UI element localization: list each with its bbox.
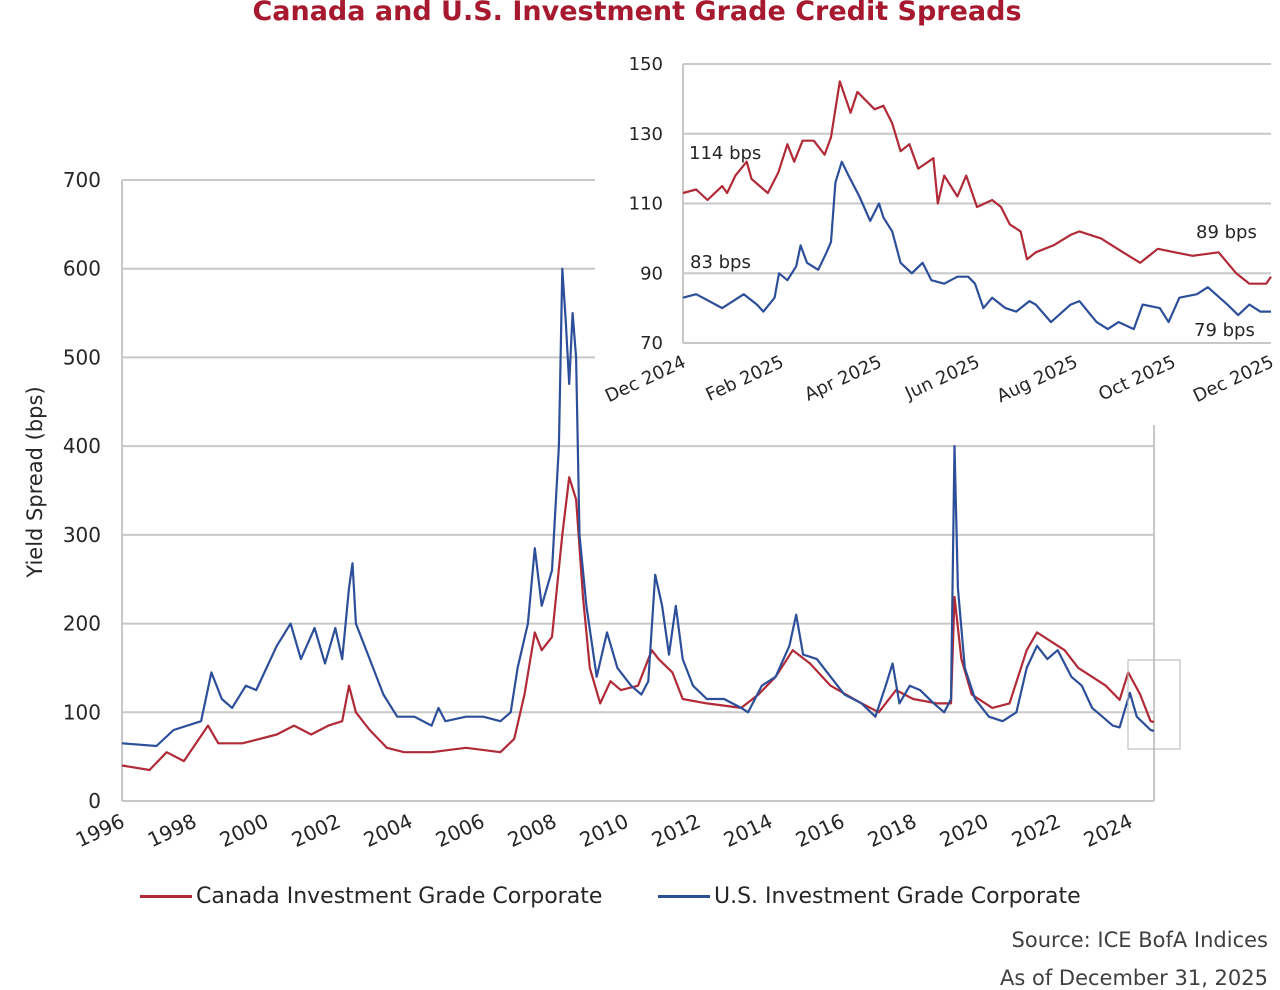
x-tick-label: 2002 <box>288 809 344 852</box>
x-tick-label: 2004 <box>360 809 416 852</box>
main-series-line-canada <box>121 476 1155 772</box>
inset-plot-lines <box>682 80 1272 331</box>
y-tick-label: 0 <box>88 789 101 813</box>
inset-y-tick-label: 90 <box>640 263 663 284</box>
inset-y-tick-label: 70 <box>640 333 663 354</box>
source-note: Source: ICE BofA Indices <box>1011 928 1268 952</box>
inset-y-tick-label: 150 <box>629 54 663 75</box>
x-tick-label: 1998 <box>144 809 200 852</box>
legend-label-us: U.S. Investment Grade Corporate <box>714 884 1081 909</box>
inset-gridlines <box>682 63 1271 344</box>
y-tick-label: 700 <box>63 168 101 192</box>
x-tick-label: 2012 <box>648 809 704 852</box>
x-tick-label: 1996 <box>72 809 128 852</box>
main-series-line-us <box>121 267 1155 748</box>
inset-background <box>597 40 1280 424</box>
x-tick-label: 2016 <box>792 809 848 852</box>
inset-highlight-box <box>1127 659 1181 750</box>
inset-series-line-canada <box>682 80 1272 285</box>
y-tick-label: 200 <box>63 612 101 636</box>
as-of-date: As of December 31, 2025 <box>1000 966 1268 990</box>
annotation-canada-start: 114 bps <box>689 143 761 164</box>
annotation-us-start: 83 bps <box>690 252 751 273</box>
annotation-canada-end: 89 bps <box>1196 222 1257 243</box>
chart-title: Canada and U.S. Investment Grade Credit … <box>252 0 1022 27</box>
main-plot-lines <box>121 267 1155 772</box>
x-tick-label: 2024 <box>1080 809 1136 852</box>
y-tick-label: 600 <box>63 257 101 281</box>
annotation-us-end: 79 bps <box>1194 320 1255 341</box>
y-tick-label: 300 <box>63 523 101 547</box>
main-gridlines <box>121 179 1155 802</box>
x-tick-label: 2000 <box>216 809 272 852</box>
x-tick-label: 2006 <box>432 809 488 852</box>
x-tick-label: 2020 <box>936 809 992 852</box>
y-tick-label: 500 <box>63 345 101 369</box>
inset-y-tick-label: 110 <box>629 194 663 215</box>
inset-y-tick-label: 130 <box>629 124 663 145</box>
inset-series-line-us <box>682 160 1271 331</box>
x-tick-label: 2008 <box>504 809 560 852</box>
legend-item-us: U.S. Investment Grade Corporate <box>658 884 1081 909</box>
y-tick-label: 100 <box>63 700 101 724</box>
legend-swatch-us <box>658 895 710 898</box>
legend-swatch-canada <box>140 895 192 898</box>
x-tick-label: 2010 <box>576 809 632 852</box>
y-axis-label: Yield Spread (bps) <box>23 386 47 578</box>
x-tick-label: 2018 <box>864 809 920 852</box>
y-tick-label: 400 <box>63 434 101 458</box>
x-tick-label: 2014 <box>720 809 776 852</box>
legend-label-canada: Canada Investment Grade Corporate <box>196 884 603 909</box>
legend-item-canada: Canada Investment Grade Corporate <box>140 884 602 909</box>
x-tick-label: 2022 <box>1008 809 1064 852</box>
